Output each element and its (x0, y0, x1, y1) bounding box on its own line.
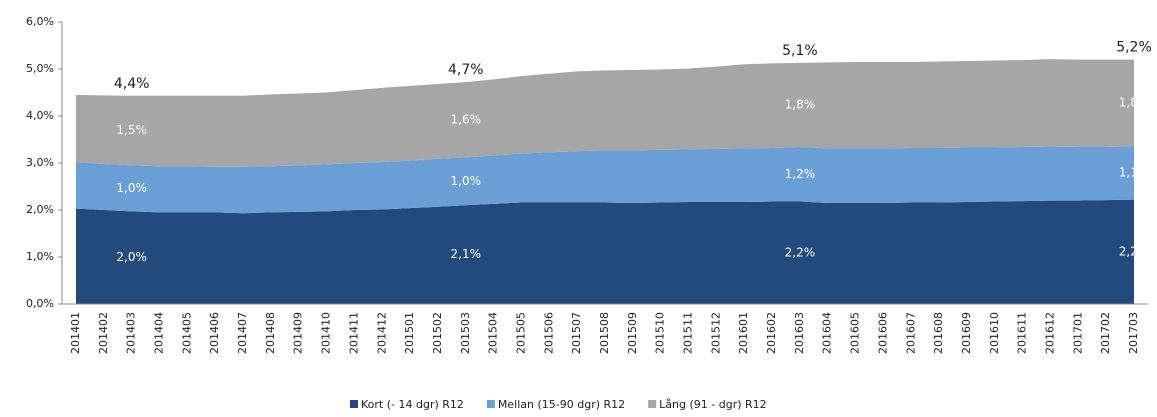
x-tick-label: 201503 (459, 312, 472, 354)
x-tick-label: 201408 (264, 312, 277, 354)
legend-swatch (648, 400, 657, 408)
y-tick-label: 0,0% (26, 297, 54, 310)
data-label: 2,2% (785, 245, 816, 259)
x-tick-label: 201511 (682, 312, 695, 354)
legend-swatch (350, 400, 358, 408)
area (76, 199, 1134, 304)
x-tick-label: 201602 (765, 312, 778, 354)
legend-swatch (486, 400, 495, 408)
x-tick-label: 201512 (709, 312, 722, 354)
x-tick-label: 201506 (542, 312, 555, 354)
data-label: 1,6% (451, 112, 482, 126)
x-tick-label: 201603 (793, 312, 806, 354)
x-tick-label: 201411 (347, 312, 360, 354)
x-tick-label: 201609 (960, 312, 973, 354)
legend-label: Lång (91 - dgr) R12 (659, 398, 767, 411)
y-tick-label: 3,0% (26, 156, 54, 169)
x-tick-label: 201610 (988, 312, 1001, 354)
x-tick-label: 201703 (1127, 312, 1140, 354)
y-tick-label: 1,0% (26, 250, 54, 263)
data-label: 2,0% (116, 250, 147, 264)
data-label: 1,5% (116, 123, 147, 137)
y-tick-label: 5,0% (26, 62, 54, 75)
data-label: 2,2% (1119, 244, 1150, 258)
x-tick-label: 201403 (125, 312, 138, 354)
x-tick-label: 201607 (904, 312, 917, 354)
x-tick-label: 201409 (292, 312, 305, 354)
x-tick-label: 201504 (487, 312, 500, 354)
x-tick-label: 201410 (320, 312, 333, 354)
x-tick-label: 201611 (1016, 312, 1029, 354)
x-tick-label: 201612 (1043, 312, 1056, 354)
y-tick-label: 6,0% (26, 15, 54, 28)
x-tick-label: 201405 (180, 312, 193, 354)
x-tick-label: 201601 (737, 312, 750, 354)
x-tick-label: 201702 (1099, 312, 1112, 354)
data-label: 1,0% (451, 174, 482, 188)
data-label: 1,0% (116, 181, 147, 195)
data-label: 1,1% (1119, 165, 1150, 179)
x-tick-label: 201509 (626, 312, 639, 354)
total-label: 4,7% (448, 62, 484, 78)
x-tick-label: 201604 (821, 312, 834, 354)
x-tick-label: 201507 (570, 312, 583, 354)
x-tick-label: 201502 (431, 312, 444, 354)
x-tick-label: 201608 (932, 312, 945, 354)
total-label: 5,1% (782, 43, 818, 59)
legend-label: Kort (- 14 dgr) R12 (361, 398, 464, 411)
x-tick-label: 201605 (849, 312, 862, 354)
x-tick-label: 201404 (153, 312, 166, 354)
y-tick-label: 4,0% (26, 109, 54, 122)
legend-label: Mellan (15-90 dgr) R12 (498, 398, 625, 411)
x-tick-label: 201510 (654, 312, 667, 354)
x-tick-label: 201701 (1071, 312, 1084, 354)
area (76, 146, 1134, 214)
x-tick-label: 201401 (69, 312, 82, 354)
area (76, 59, 1134, 167)
y-tick-label: 2,0% (26, 203, 54, 216)
data-label: 1,8% (785, 97, 816, 111)
x-tick-label: 201505 (514, 312, 527, 354)
data-label: 2,1% (451, 247, 482, 261)
x-tick-label: 201406 (208, 312, 221, 354)
total-label: 4,4% (114, 76, 150, 92)
total-label: 5,2% (1116, 40, 1152, 56)
x-tick-label: 201402 (97, 312, 110, 354)
x-tick-label: 201412 (375, 312, 388, 354)
x-tick-label: 201606 (876, 312, 889, 354)
x-tick-label: 201501 (403, 312, 416, 354)
x-tick-label: 201508 (598, 312, 611, 354)
legend: Kort (- 14 dgr) R12 Mellan (15-90 dgr) R1… (350, 398, 767, 411)
data-label: 1,8% (1119, 95, 1150, 109)
data-label: 1,2% (785, 167, 816, 181)
x-tick-label: 201407 (236, 312, 249, 354)
